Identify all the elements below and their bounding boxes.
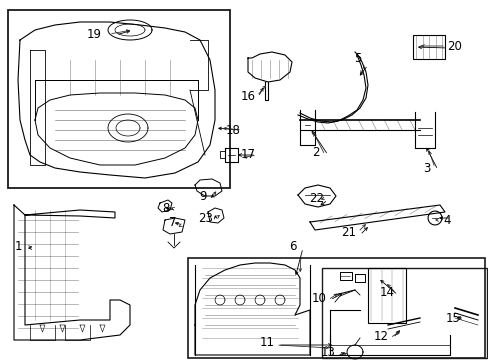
Text: 7: 7 — [169, 216, 176, 230]
Text: 13: 13 — [320, 346, 335, 360]
Text: 10: 10 — [311, 292, 326, 305]
Text: 22: 22 — [309, 192, 324, 204]
Text: 23: 23 — [198, 211, 213, 225]
Text: 6: 6 — [289, 240, 296, 253]
Text: 4: 4 — [442, 213, 450, 226]
Bar — [8, 10, 229, 188]
Text: 5: 5 — [354, 51, 361, 64]
Text: 12: 12 — [373, 329, 387, 342]
Text: 1: 1 — [14, 240, 21, 253]
Bar — [187, 258, 484, 358]
Text: 19: 19 — [86, 27, 102, 40]
Bar — [412, 35, 444, 59]
Text: 15: 15 — [445, 311, 460, 324]
Text: 17: 17 — [240, 148, 255, 162]
Text: 3: 3 — [423, 162, 430, 175]
Bar — [367, 268, 405, 323]
Text: 2: 2 — [312, 147, 319, 159]
Text: 16: 16 — [240, 90, 255, 103]
Text: 21: 21 — [341, 226, 356, 239]
Text: 14: 14 — [379, 285, 394, 298]
Text: 8: 8 — [162, 202, 169, 215]
Text: 9: 9 — [199, 190, 206, 203]
Text: 20: 20 — [447, 40, 462, 53]
Bar — [321, 268, 486, 358]
Text: 11: 11 — [259, 337, 274, 350]
Text: 18: 18 — [225, 123, 240, 136]
